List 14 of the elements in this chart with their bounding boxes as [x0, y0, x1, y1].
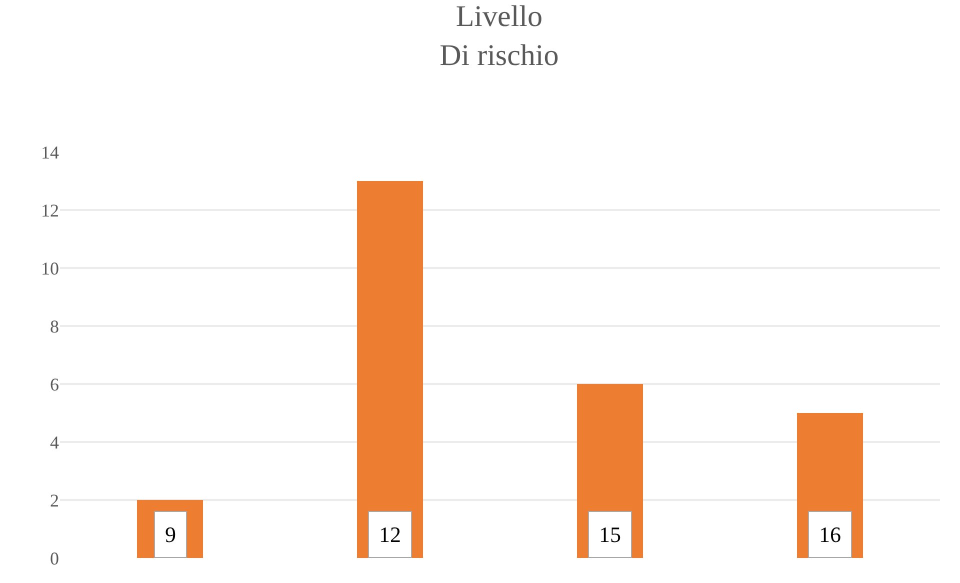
x-tick-label: 9 — [165, 522, 176, 547]
x-tick-label: 12 — [379, 522, 401, 547]
x-tick-label: 16 — [819, 522, 841, 547]
y-tick-label: 12 — [41, 200, 59, 220]
y-tick-label: 8 — [50, 316, 59, 336]
y-tick-label: 6 — [50, 374, 59, 394]
x-tick-label: 15 — [599, 522, 621, 547]
y-tick-label: 0 — [50, 548, 59, 568]
chart-title: Livello Di rischio — [440, 0, 559, 72]
y-tick-label: 10 — [41, 258, 59, 278]
y-tick-label: 4 — [50, 432, 59, 452]
y-tick-label: 14 — [41, 142, 59, 162]
bar — [357, 181, 423, 558]
y-tick-label: 2 — [50, 490, 59, 510]
